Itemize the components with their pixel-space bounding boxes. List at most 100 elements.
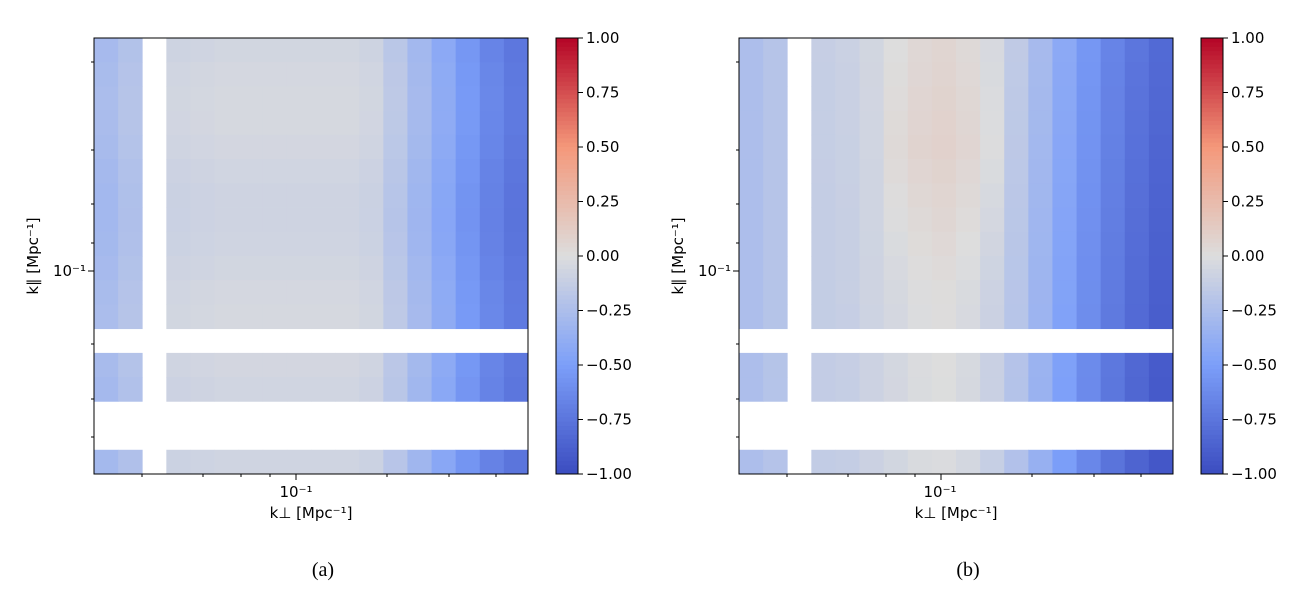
heatmap-cell [859,256,885,281]
heatmap-cell [94,280,119,305]
heatmap-cell [431,207,457,233]
heatmap-cell [335,207,360,233]
colorbar-segment [556,260,578,266]
colorbar-segment [1201,208,1223,213]
heatmap-cell [1028,110,1053,136]
heatmap-cell [835,110,860,136]
colorbar-segment [556,308,578,314]
colorbar-segment [556,107,578,113]
heatmap-cell [94,110,119,136]
heatmap-cell [431,86,457,112]
colorbar-segment [556,94,578,100]
heatmap-cell [383,256,408,281]
colorbar-segment [556,452,578,458]
heatmap-cell [907,183,933,208]
colorbar-segment [1201,90,1223,96]
heatmap-cell [503,377,529,402]
heatmap-cell [407,280,432,305]
heatmap-cell [859,377,885,402]
colorbar-segment [1201,46,1223,52]
heatmap-cell [763,449,788,475]
colorbar-segment [556,360,578,366]
heatmap-cell [286,183,312,208]
colorbar-segment [1201,177,1223,183]
heatmap-cell [931,449,957,475]
heatmap-cell [359,86,384,112]
colorbar-segment [556,212,578,218]
heatmap-cell [214,231,240,257]
heatmap-cell [431,377,457,402]
heatmap-cell [956,377,981,402]
heatmap-cell [1052,280,1077,305]
heatmap-cell [118,183,143,208]
heatmap-cell [859,207,885,233]
heatmap-cell [1100,449,1126,475]
colorbar-segment [556,229,578,235]
heatmap-cell [980,280,1005,305]
heatmap-cell [383,110,408,136]
colorbar-segment [1201,299,1223,305]
heatmap-cell [956,280,981,305]
heatmap-cell [262,110,288,136]
colorbar-segment [1201,51,1223,56]
colorbar-segment [556,177,578,183]
heatmap-cell [1076,38,1102,63]
colorbar-segment [1201,356,1223,362]
heatmap-cell [835,280,860,305]
heatmap-cell [763,304,788,330]
heatmap-cell [1052,231,1077,257]
colorbar-segment [1201,347,1223,353]
heatmap-cell [859,304,885,330]
heatmap-cell [835,183,860,208]
colorbar-segment [556,404,578,410]
heatmap-cell [1124,110,1150,136]
colorbar-segment [1201,64,1223,70]
colorbar-segment [556,225,578,231]
heatmap-cell [190,256,215,281]
colorbar-segment [1201,164,1223,170]
heatmap-cell [931,256,957,281]
heatmap-cell [190,38,215,63]
colorbar-segment [556,460,578,466]
heatmap-cell [503,256,529,281]
heatmap-cell [335,352,360,378]
heatmap-cell [118,231,143,257]
heatmap-cell [94,377,119,402]
heatmap-cell [1028,352,1053,378]
heatmap-cell [190,231,215,257]
colorbar-segment [556,334,578,340]
heatmap-cell [503,352,529,378]
heatmap-cell [1076,159,1102,184]
heatmap-cell [190,62,215,87]
colorbar-segment [556,282,578,288]
heatmap-cell [383,377,408,402]
colorbar-segment [1201,399,1223,405]
heatmap-cell [1004,86,1029,112]
heatmap-cell [980,377,1005,402]
colorbar-segment [556,155,578,161]
colorbar-segment [1201,142,1223,148]
heatmap-cell [383,62,408,87]
heatmap-cell [455,207,481,233]
heatmap-cell [956,159,981,184]
heatmap-cell [980,86,1005,112]
heatmap-cell [907,449,933,475]
heatmap-cell [739,377,764,402]
colorbar-segment [1201,234,1223,240]
colorbar-b: 1.00 0.75 0.50 0.25 0.00 −0.25 −0.50 −0.75 −1.00 [1200,29,1277,483]
heatmap-cell [907,134,933,160]
heatmap-cell [956,231,981,257]
heatmap-cell [286,38,312,63]
heatmap-cell [383,86,408,112]
colorbar-segment [1201,282,1223,288]
heatmap-cell [94,38,119,63]
heatmap-cell [286,207,312,233]
heatmap-cell [214,86,240,112]
heatmap-cell [431,280,457,305]
colorbar-segment [556,347,578,353]
heatmap-cell [883,110,909,136]
heatmap-cell [238,231,264,257]
colorbar-segment [1201,391,1223,397]
heatmap-cell [286,449,312,475]
heatmap-cell [956,352,981,378]
